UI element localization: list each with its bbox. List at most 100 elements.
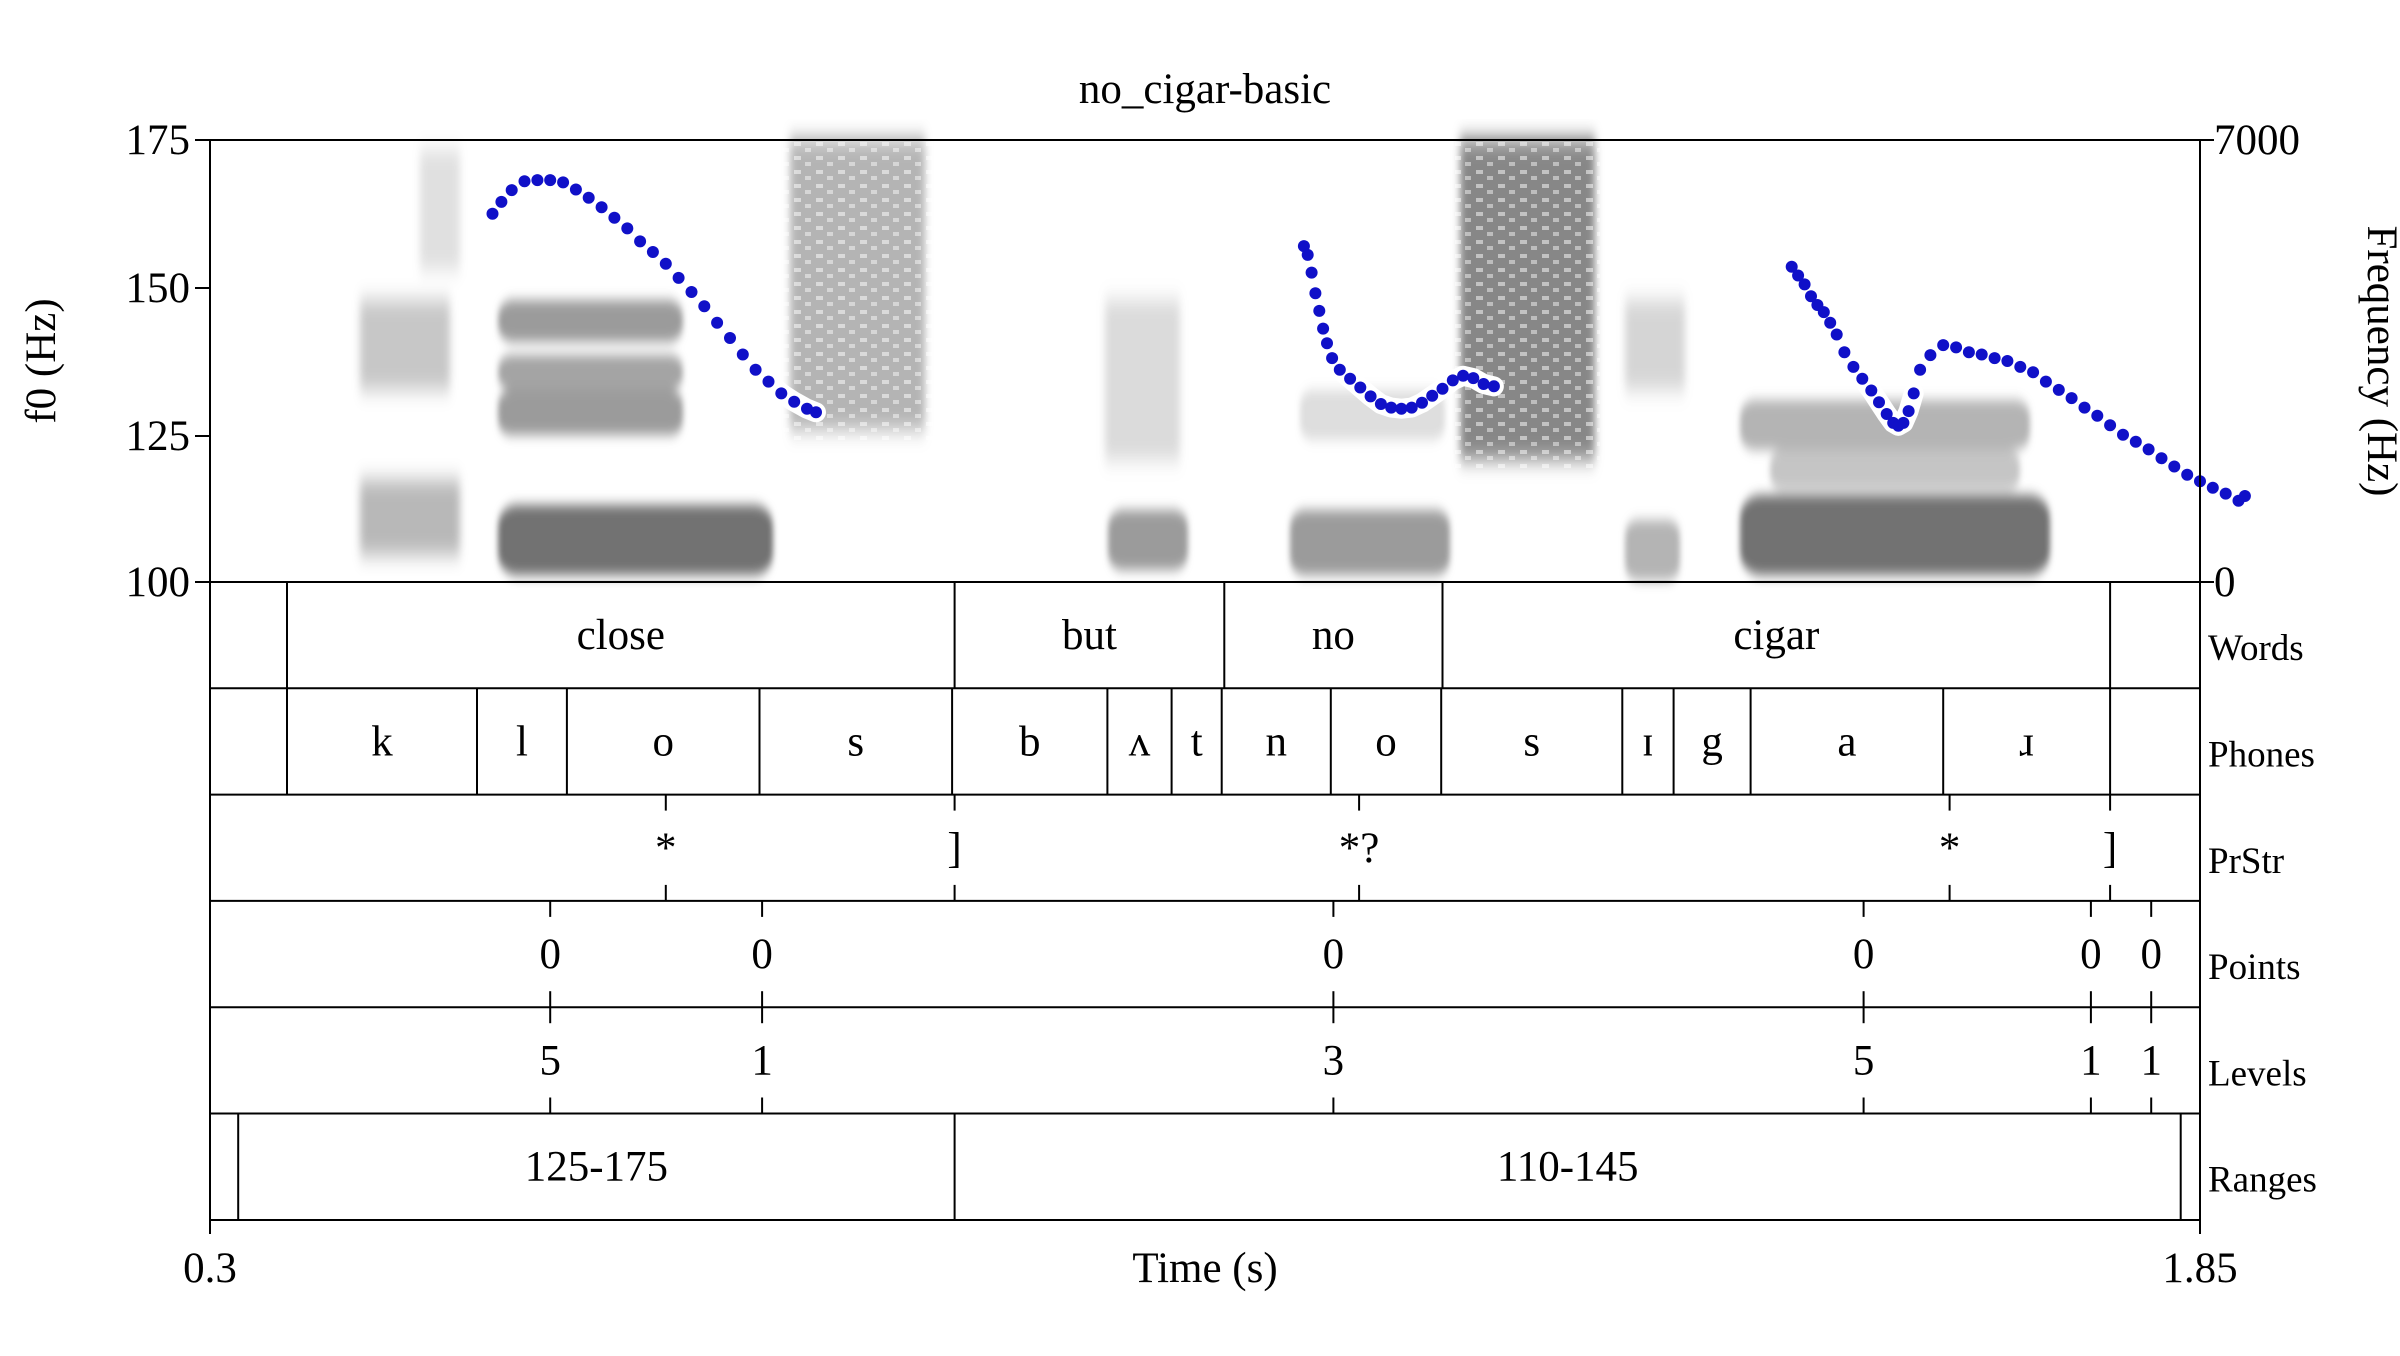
point-label: 0 (539, 931, 561, 978)
plot-frame (209, 139, 2201, 1221)
pitch-point (1907, 387, 1920, 400)
interval-label: l (516, 718, 528, 765)
interval-label: a (1837, 718, 1856, 765)
y-axis-left: 175 150 125 100 f0 (Hz) (18, 117, 210, 606)
pitch-point (1880, 408, 1893, 420)
pitch-point (1326, 352, 1339, 365)
pitch-point (1317, 322, 1330, 335)
y-left-tick-label: 100 (126, 559, 191, 606)
pitch-point (1385, 401, 1398, 414)
pitch-point (2219, 487, 2232, 500)
pitch-point (2181, 468, 2194, 481)
point-label: 1 (751, 1037, 773, 1084)
pitch-point (1416, 396, 1428, 409)
pitch-point (2206, 481, 2219, 494)
pitch-point (2052, 383, 2065, 396)
pitch-point (634, 235, 647, 248)
pitch-point (544, 174, 557, 187)
y-left-tick-label: 150 (126, 265, 191, 312)
pitch-point (1873, 396, 1885, 409)
pitch-point (1364, 390, 1377, 403)
pitch-point (2065, 392, 2078, 405)
pitch-point (582, 191, 595, 204)
pitch-point (1988, 352, 2001, 365)
point-label: * (655, 825, 677, 872)
pitch-point (1321, 337, 1333, 350)
interval-label: o (1375, 718, 1397, 765)
point-label: 0 (2080, 931, 2102, 978)
spectrogram (360, 140, 2070, 580)
pitch-point (2027, 366, 2040, 379)
pitch-point (1937, 339, 1950, 352)
pitch-point (557, 176, 570, 189)
point-label: 0 (751, 931, 773, 978)
pitch-point (1785, 260, 1798, 273)
interval-label: 125-175 (525, 1144, 668, 1191)
pitch-point (1924, 349, 1937, 362)
interval-label: o (652, 718, 674, 765)
pitch-point (2014, 360, 2027, 373)
pitch-point (1301, 248, 1314, 261)
tier-name: Phones (2208, 734, 2315, 775)
pitch-point (736, 348, 749, 361)
interval-label: s (847, 718, 864, 765)
y-axis-right-label: Frequency (Hz) (2358, 225, 2400, 496)
pitch-point (1395, 402, 1408, 415)
pitch-point (672, 271, 685, 284)
pitch-point (1856, 372, 1869, 385)
pitch-point (1457, 369, 1470, 382)
pitch-point (1950, 341, 1963, 354)
pitch-point (1354, 381, 1367, 394)
interval-label: but (1062, 612, 1117, 659)
interval-label: no (1312, 612, 1355, 659)
pitch-point (2129, 435, 2142, 448)
pitch-point (1897, 416, 1910, 429)
pitch-point (1313, 304, 1326, 317)
interval-label: k (371, 718, 393, 765)
point-label: 0 (1323, 931, 1345, 978)
x-axis: 0.3 1.85 Time (s) (183, 1220, 2238, 1292)
pitch-point (1798, 278, 1811, 291)
pitch-point (1374, 398, 1387, 410)
y-left-tick-label: 125 (126, 413, 191, 460)
pitch-point (1467, 372, 1480, 385)
pitch-point (698, 300, 711, 313)
point-label: 5 (1853, 1037, 1875, 1084)
pitch-point (2155, 452, 2168, 465)
pitch-point (2039, 375, 2052, 388)
pitch-point (788, 395, 801, 408)
pitch-point (724, 332, 736, 344)
interval-label: s (1523, 718, 1540, 765)
pitch-point (749, 363, 762, 376)
interval-label: n (1266, 718, 1288, 765)
pitch-point (762, 375, 775, 388)
pitch-point (1309, 287, 1322, 300)
point-label: ] (947, 825, 961, 872)
pitch-point (486, 207, 499, 220)
point-label: * (1939, 825, 1961, 872)
x-tick-label: 1.85 (2162, 1245, 2237, 1292)
pitch-point (1830, 328, 1843, 341)
tier-name: Levels (2208, 1053, 2307, 1094)
pitch-point (621, 222, 634, 235)
pitch-point (775, 387, 788, 400)
tier-name: Words (2208, 628, 2304, 669)
pitch-point (1487, 380, 1500, 393)
pitch-point (711, 316, 724, 329)
interval-label: ʌ (1129, 718, 1151, 765)
pitch-point (2238, 490, 2251, 502)
pitch-point (1436, 382, 1449, 395)
pitch-point (608, 211, 621, 224)
x-axis-label: Time (s) (1132, 1245, 1277, 1292)
pitch-point (2117, 428, 2129, 441)
tier-name: PrStr (2208, 841, 2284, 882)
pitch-point (2078, 401, 2091, 414)
pitch-point (1902, 405, 1915, 418)
interval-label: b (1019, 718, 1041, 765)
pitch-point (685, 286, 698, 298)
y-axis-right: 7000 0 Frequency (Hz) (2200, 117, 2400, 606)
pitch-point (659, 257, 672, 270)
interval-label: 110-145 (1497, 1144, 1639, 1191)
